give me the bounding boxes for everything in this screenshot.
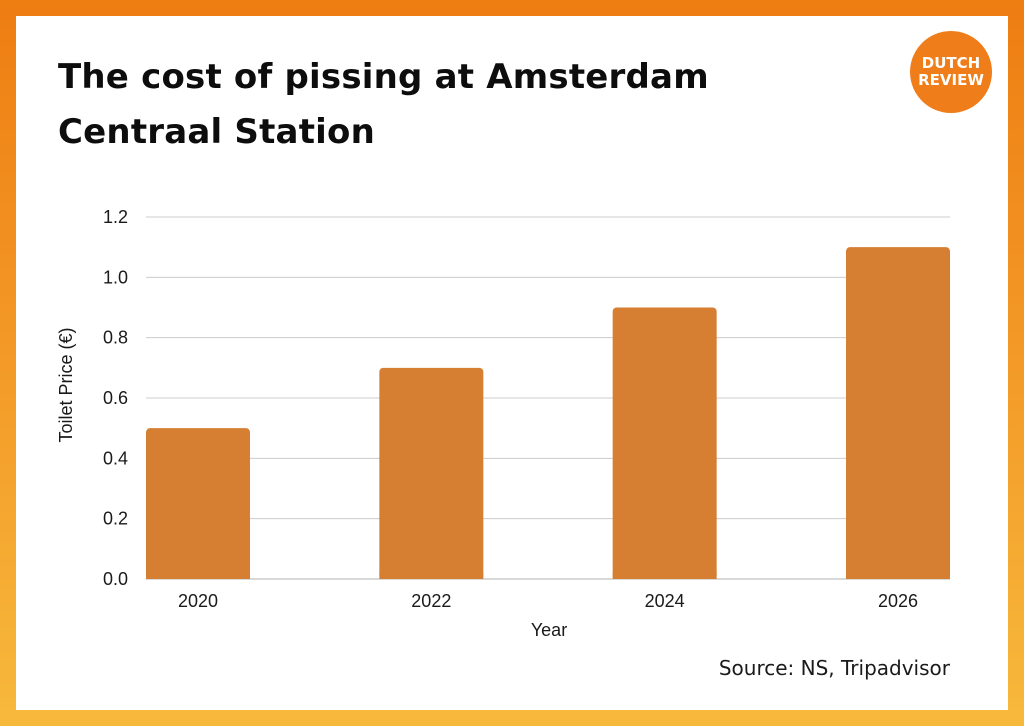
y-tick-label: 0.4: [103, 448, 128, 468]
y-tick-label: 1.0: [103, 267, 128, 287]
bar-base: [846, 573, 950, 579]
y-tick-label: 0.6: [103, 388, 128, 408]
y-tick-label: 0.2: [103, 509, 128, 529]
x-axis-title: Year: [531, 620, 567, 640]
dutch-review-logo: DUTCH REVIEW: [910, 31, 992, 113]
bar-base: [379, 573, 484, 579]
y-tick-label: 0.8: [103, 328, 128, 348]
logo-line-2: REVIEW: [918, 71, 984, 89]
y-tick-label: 0.0: [103, 569, 128, 589]
bar: [846, 247, 950, 579]
chart-title: The cost of pissing at Amsterdam Centraa…: [58, 57, 709, 152]
source-note: Source: NS, Tripadvisor: [718, 656, 950, 680]
x-tick-label: 2020: [178, 591, 218, 611]
logo-line-1: DUTCH: [921, 54, 981, 72]
bar: [379, 367, 484, 579]
x-tick-label: 2022: [411, 591, 451, 611]
bar-base: [612, 573, 717, 579]
bar-base: [146, 573, 250, 579]
y-axis-title: Toilet Price (€): [56, 327, 76, 442]
x-tick-label: 2024: [645, 591, 685, 611]
bar: [146, 428, 250, 579]
bar: [612, 307, 717, 579]
chart-card: The cost of pissing at Amsterdam Centraa…: [16, 16, 1008, 710]
x-tick-label: 2026: [878, 591, 918, 611]
y-tick-label: 1.2: [103, 207, 128, 227]
